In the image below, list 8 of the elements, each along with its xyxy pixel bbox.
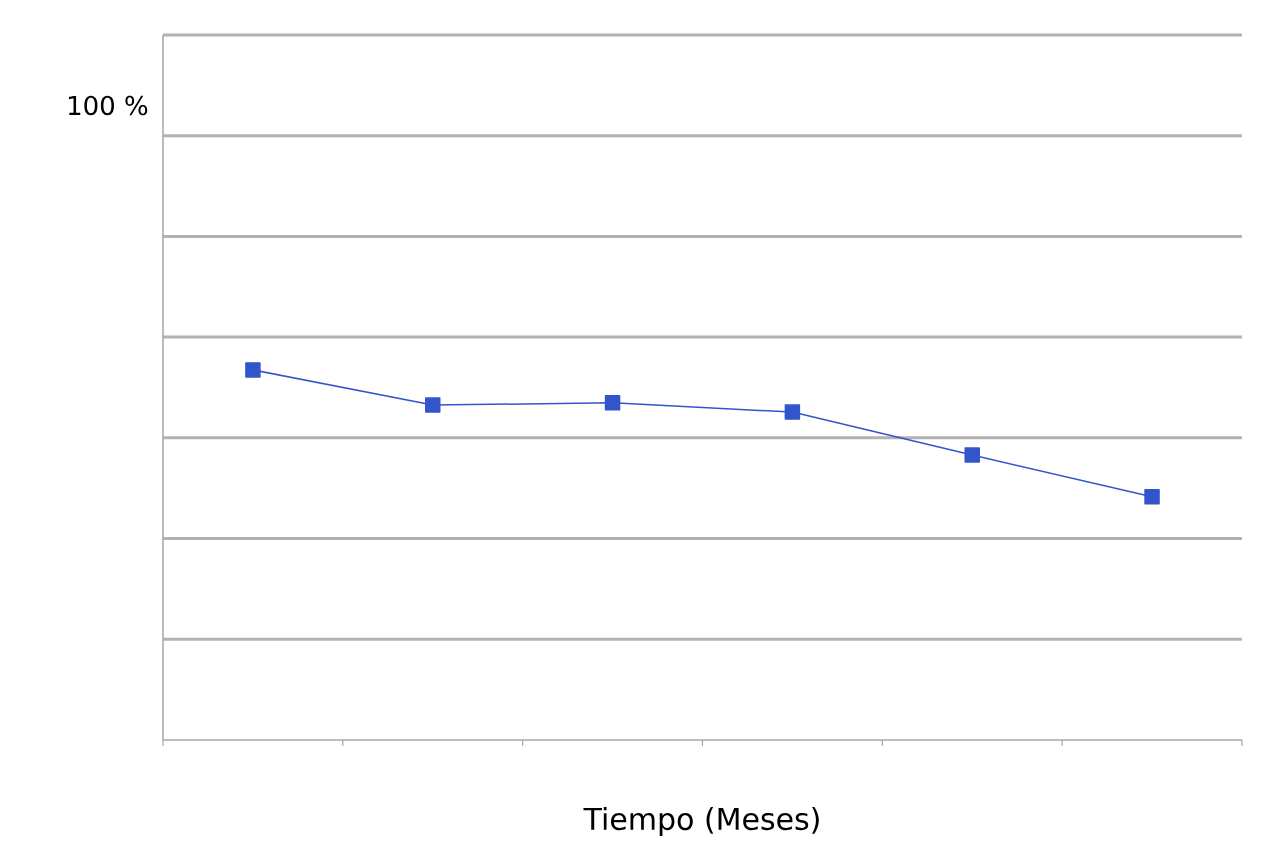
point	[784, 404, 801, 420]
point	[1144, 489, 1160, 505]
point	[425, 397, 441, 413]
text: 100 %	[68, 95, 148, 116]
x-axis-title: Tiempo (Meses)	[583, 806, 819, 836]
point	[245, 362, 261, 378]
point	[964, 447, 980, 463]
point	[604, 395, 621, 411]
